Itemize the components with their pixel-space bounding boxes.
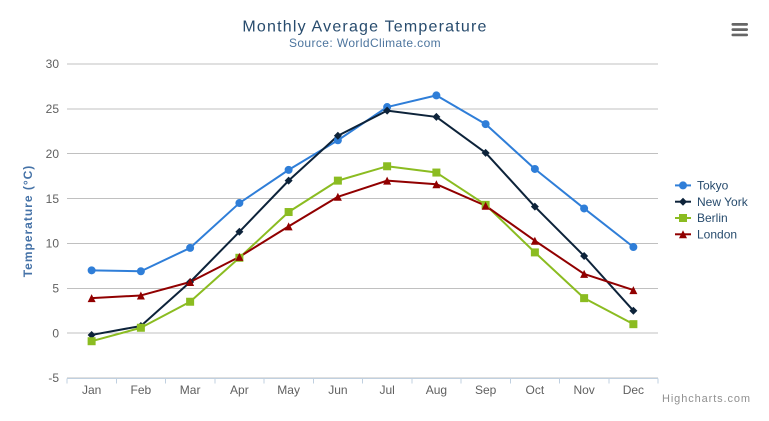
- svg-text:Temperature (°C): Temperature (°C): [21, 165, 35, 278]
- svg-text:30: 30: [46, 57, 60, 71]
- svg-text:Oct: Oct: [526, 383, 545, 397]
- svg-text:10: 10: [46, 237, 60, 251]
- svg-text:Berlin: Berlin: [697, 211, 728, 225]
- svg-text:Aug: Aug: [426, 383, 447, 397]
- svg-text:Jun: Jun: [328, 383, 347, 397]
- svg-text:5: 5: [52, 281, 59, 295]
- svg-text:Jul: Jul: [379, 383, 394, 397]
- svg-text:Feb: Feb: [131, 383, 152, 397]
- svg-text:15: 15: [46, 192, 60, 206]
- svg-text:Jan: Jan: [82, 383, 101, 397]
- svg-text:Mar: Mar: [180, 383, 201, 397]
- svg-text:Monthly Average Temperature: Monthly Average Temperature: [242, 19, 487, 36]
- svg-text:New York: New York: [697, 195, 749, 209]
- svg-text:Apr: Apr: [230, 383, 249, 397]
- svg-text:London: London: [697, 227, 737, 241]
- svg-text:-5: -5: [48, 371, 59, 385]
- svg-text:Highcharts.com: Highcharts.com: [662, 393, 751, 405]
- svg-text:20: 20: [46, 147, 60, 161]
- svg-text:Sep: Sep: [475, 383, 497, 397]
- svg-text:Source: WorldClimate.com: Source: WorldClimate.com: [289, 36, 441, 50]
- svg-text:May: May: [277, 383, 300, 397]
- svg-text:0: 0: [52, 326, 59, 340]
- svg-text:25: 25: [46, 102, 60, 116]
- svg-text:Tokyo: Tokyo: [697, 179, 729, 193]
- svg-text:Dec: Dec: [623, 383, 644, 397]
- svg-text:Nov: Nov: [573, 383, 594, 397]
